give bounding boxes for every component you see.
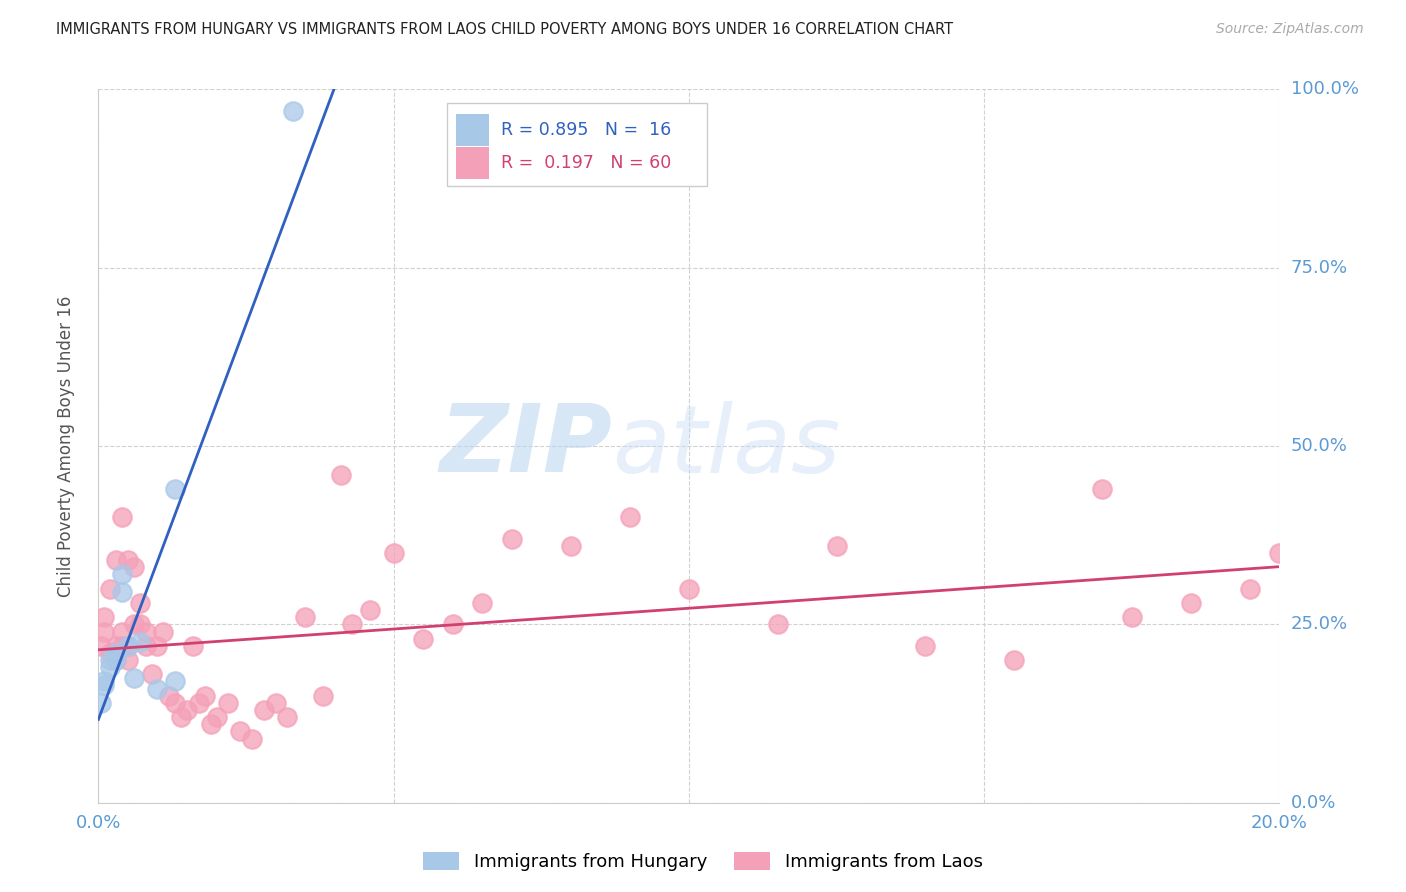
Point xyxy=(359,603,381,617)
Point xyxy=(111,567,134,582)
Point xyxy=(181,639,204,653)
Point xyxy=(122,560,145,574)
Point xyxy=(146,681,169,696)
Point xyxy=(128,596,150,610)
Point xyxy=(200,717,222,731)
Point xyxy=(117,639,139,653)
Point xyxy=(471,596,494,610)
Point xyxy=(441,617,464,632)
Point xyxy=(105,553,128,567)
Y-axis label: Child Poverty Among Boys Under 16: Child Poverty Among Boys Under 16 xyxy=(56,295,75,597)
Point xyxy=(105,646,128,660)
Point xyxy=(165,482,187,496)
Point xyxy=(117,553,139,567)
Text: IMMIGRANTS FROM HUNGARY VS IMMIGRANTS FROM LAOS CHILD POVERTY AMONG BOYS UNDER 1: IMMIGRANTS FROM HUNGARY VS IMMIGRANTS FR… xyxy=(56,22,953,37)
Point xyxy=(170,710,193,724)
Point xyxy=(1180,596,1202,610)
Point xyxy=(90,696,112,710)
Point xyxy=(105,653,128,667)
Point xyxy=(205,710,228,724)
Point xyxy=(176,703,198,717)
Point xyxy=(312,689,335,703)
Point xyxy=(128,635,150,649)
Point xyxy=(329,467,352,482)
Point xyxy=(93,624,115,639)
Point xyxy=(187,696,209,710)
Point xyxy=(135,624,157,639)
Text: 0.0%: 0.0% xyxy=(76,814,121,832)
Point xyxy=(342,617,364,632)
Text: Source: ZipAtlas.com: Source: ZipAtlas.com xyxy=(1216,22,1364,37)
Point xyxy=(135,639,157,653)
Point xyxy=(766,617,789,632)
Point xyxy=(111,510,134,524)
Point xyxy=(98,660,121,674)
Point xyxy=(105,639,128,653)
Point xyxy=(825,539,848,553)
Point xyxy=(165,674,187,689)
Point xyxy=(165,696,187,710)
Point xyxy=(117,639,139,653)
Legend: Immigrants from Hungary, Immigrants from Laos: Immigrants from Hungary, Immigrants from… xyxy=(416,845,990,879)
Point xyxy=(678,582,700,596)
Point xyxy=(105,653,128,667)
Text: 100.0%: 100.0% xyxy=(1291,80,1358,98)
FancyBboxPatch shape xyxy=(447,103,707,186)
Point xyxy=(93,674,115,689)
Point xyxy=(1239,582,1261,596)
Point xyxy=(128,617,150,632)
Point xyxy=(152,624,174,639)
Text: atlas: atlas xyxy=(612,401,841,491)
Point xyxy=(98,646,121,660)
Point xyxy=(240,731,263,746)
Text: R = 0.895   N =  16: R = 0.895 N = 16 xyxy=(501,120,672,139)
Point xyxy=(157,689,180,703)
Point xyxy=(93,678,115,692)
Point xyxy=(283,103,305,118)
Point xyxy=(98,653,121,667)
Text: 25.0%: 25.0% xyxy=(1291,615,1348,633)
Point xyxy=(619,510,641,524)
Point xyxy=(122,671,145,685)
Point xyxy=(229,724,252,739)
Text: 75.0%: 75.0% xyxy=(1291,259,1348,277)
Bar xyxy=(457,113,489,145)
Point xyxy=(1091,482,1114,496)
Point xyxy=(501,532,523,546)
Text: 50.0%: 50.0% xyxy=(1291,437,1347,455)
Point xyxy=(914,639,936,653)
Text: ZIP: ZIP xyxy=(439,400,612,492)
Point xyxy=(382,546,405,560)
Point xyxy=(117,653,139,667)
Point xyxy=(1268,546,1291,560)
Point xyxy=(93,610,115,624)
Point xyxy=(90,639,112,653)
Point xyxy=(111,639,134,653)
Point xyxy=(264,696,287,710)
Text: 0.0%: 0.0% xyxy=(1291,794,1336,812)
Point xyxy=(111,585,134,599)
Point xyxy=(560,539,582,553)
Bar xyxy=(457,146,489,178)
Point xyxy=(122,617,145,632)
Point xyxy=(1121,610,1143,624)
Point xyxy=(111,624,134,639)
Point xyxy=(276,710,298,724)
Point xyxy=(217,696,239,710)
Point xyxy=(146,639,169,653)
Point xyxy=(412,632,434,646)
Point xyxy=(294,610,316,624)
Point xyxy=(194,689,217,703)
Text: 20.0%: 20.0% xyxy=(1251,814,1308,832)
Point xyxy=(141,667,163,681)
Text: R =  0.197   N = 60: R = 0.197 N = 60 xyxy=(501,153,672,171)
Point xyxy=(1002,653,1025,667)
Point xyxy=(253,703,276,717)
Point xyxy=(98,582,121,596)
